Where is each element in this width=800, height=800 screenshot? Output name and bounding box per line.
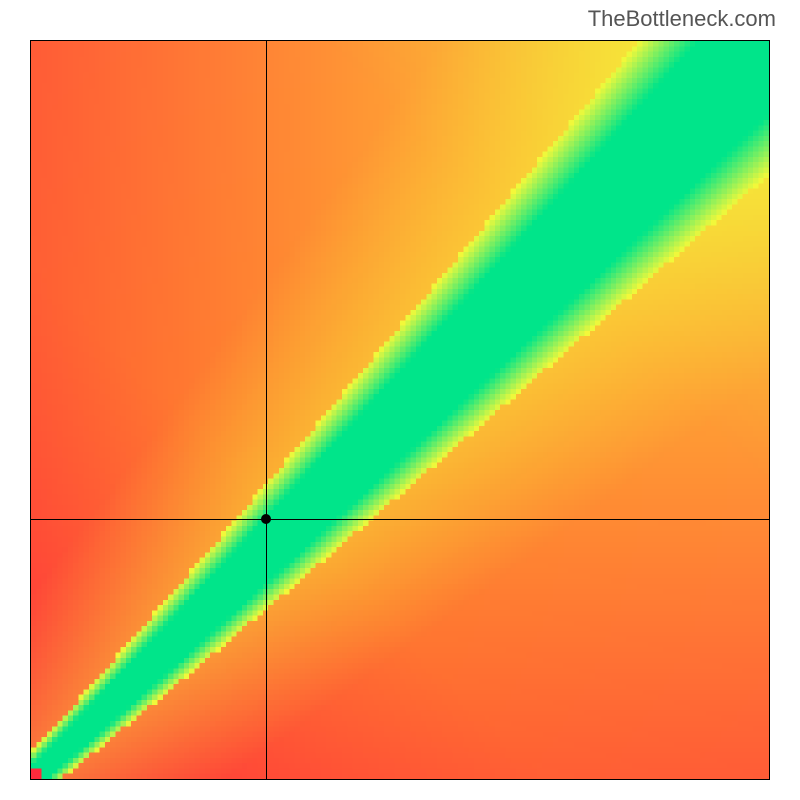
heatmap-canvas (31, 41, 769, 779)
plot-area (30, 40, 770, 780)
chart-container: TheBottleneck.com (0, 0, 800, 800)
crosshair-horizontal (31, 519, 769, 520)
crosshair-marker (261, 514, 271, 524)
crosshair-vertical (266, 41, 267, 779)
watermark-text: TheBottleneck.com (588, 6, 776, 32)
